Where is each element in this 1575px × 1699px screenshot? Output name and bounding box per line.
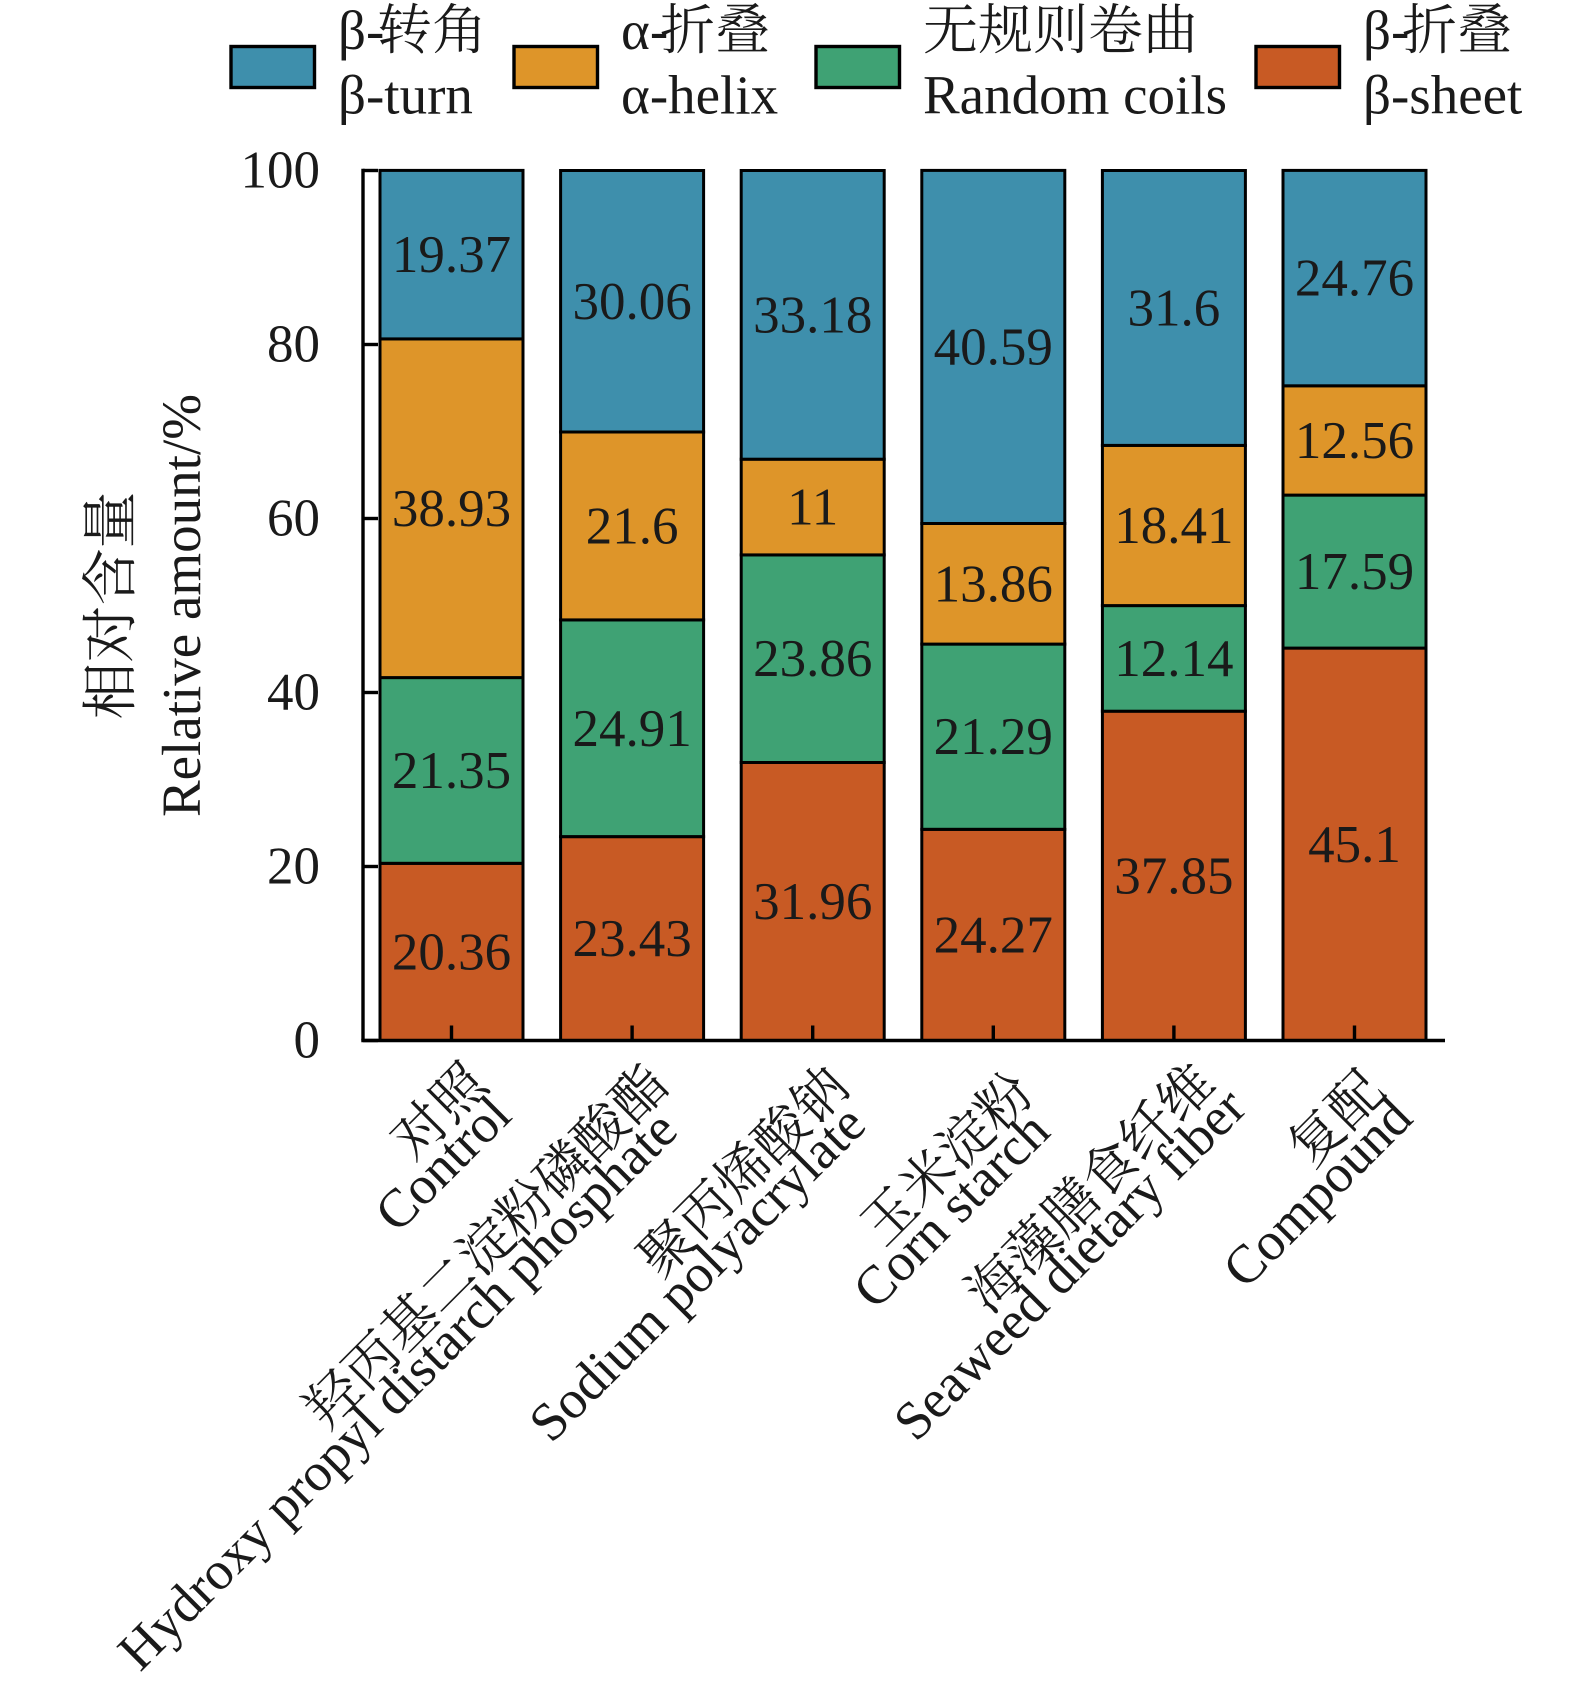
svg-text:Sodium polyacrylate: Sodium polyacrylate: [517, 1093, 876, 1452]
svg-text:Relative amount/%: Relative amount/%: [151, 394, 212, 817]
svg-text:0: 0: [294, 1012, 321, 1070]
svg-text:β-sheet: β-sheet: [1363, 65, 1522, 126]
svg-text:24.76: 24.76: [1295, 250, 1414, 308]
svg-text:21.29: 21.29: [934, 708, 1053, 766]
svg-text:11: 11: [787, 479, 838, 537]
svg-text:Control: Control: [363, 1084, 522, 1243]
svg-text:31.96: 31.96: [753, 873, 872, 931]
svg-text:21.35: 21.35: [392, 742, 511, 800]
svg-text:24.27: 24.27: [934, 906, 1053, 964]
svg-text:β-: β-: [338, 0, 384, 61]
svg-text:20: 20: [267, 838, 320, 896]
svg-text:60: 60: [267, 490, 320, 548]
svg-text:18.41: 18.41: [1114, 497, 1233, 555]
svg-text:30.06: 30.06: [572, 273, 691, 331]
svg-text:100: 100: [241, 142, 321, 200]
svg-text:45.1: 45.1: [1308, 816, 1401, 874]
svg-text:Random coils: Random coils: [923, 65, 1227, 126]
svg-text:23.86: 23.86: [753, 630, 872, 688]
svg-text:17.59: 17.59: [1295, 543, 1414, 601]
svg-text:40.59: 40.59: [934, 319, 1053, 377]
svg-text:80: 80: [267, 316, 320, 374]
svg-text:12.56: 12.56: [1295, 412, 1414, 470]
svg-text:21.6: 21.6: [586, 498, 679, 556]
svg-text:40: 40: [267, 664, 320, 722]
svg-text:20.36: 20.36: [392, 923, 511, 981]
svg-text:12.14: 12.14: [1114, 630, 1233, 688]
svg-text:β-turn: β-turn: [338, 65, 473, 126]
svg-text:37.85: 37.85: [1114, 847, 1233, 905]
svg-text:33.18: 33.18: [753, 286, 872, 344]
svg-text:23.43: 23.43: [572, 910, 691, 968]
svg-text:24.91: 24.91: [572, 700, 691, 758]
svg-text:19.37: 19.37: [392, 226, 511, 284]
svg-text:13.86: 13.86: [934, 555, 1053, 613]
svg-text:α-: α-: [621, 0, 668, 61]
svg-text:31.6: 31.6: [1128, 280, 1221, 338]
svg-text:38.93: 38.93: [392, 480, 511, 538]
svg-text:β-: β-: [1363, 0, 1409, 61]
svg-text:α-helix: α-helix: [621, 65, 778, 126]
